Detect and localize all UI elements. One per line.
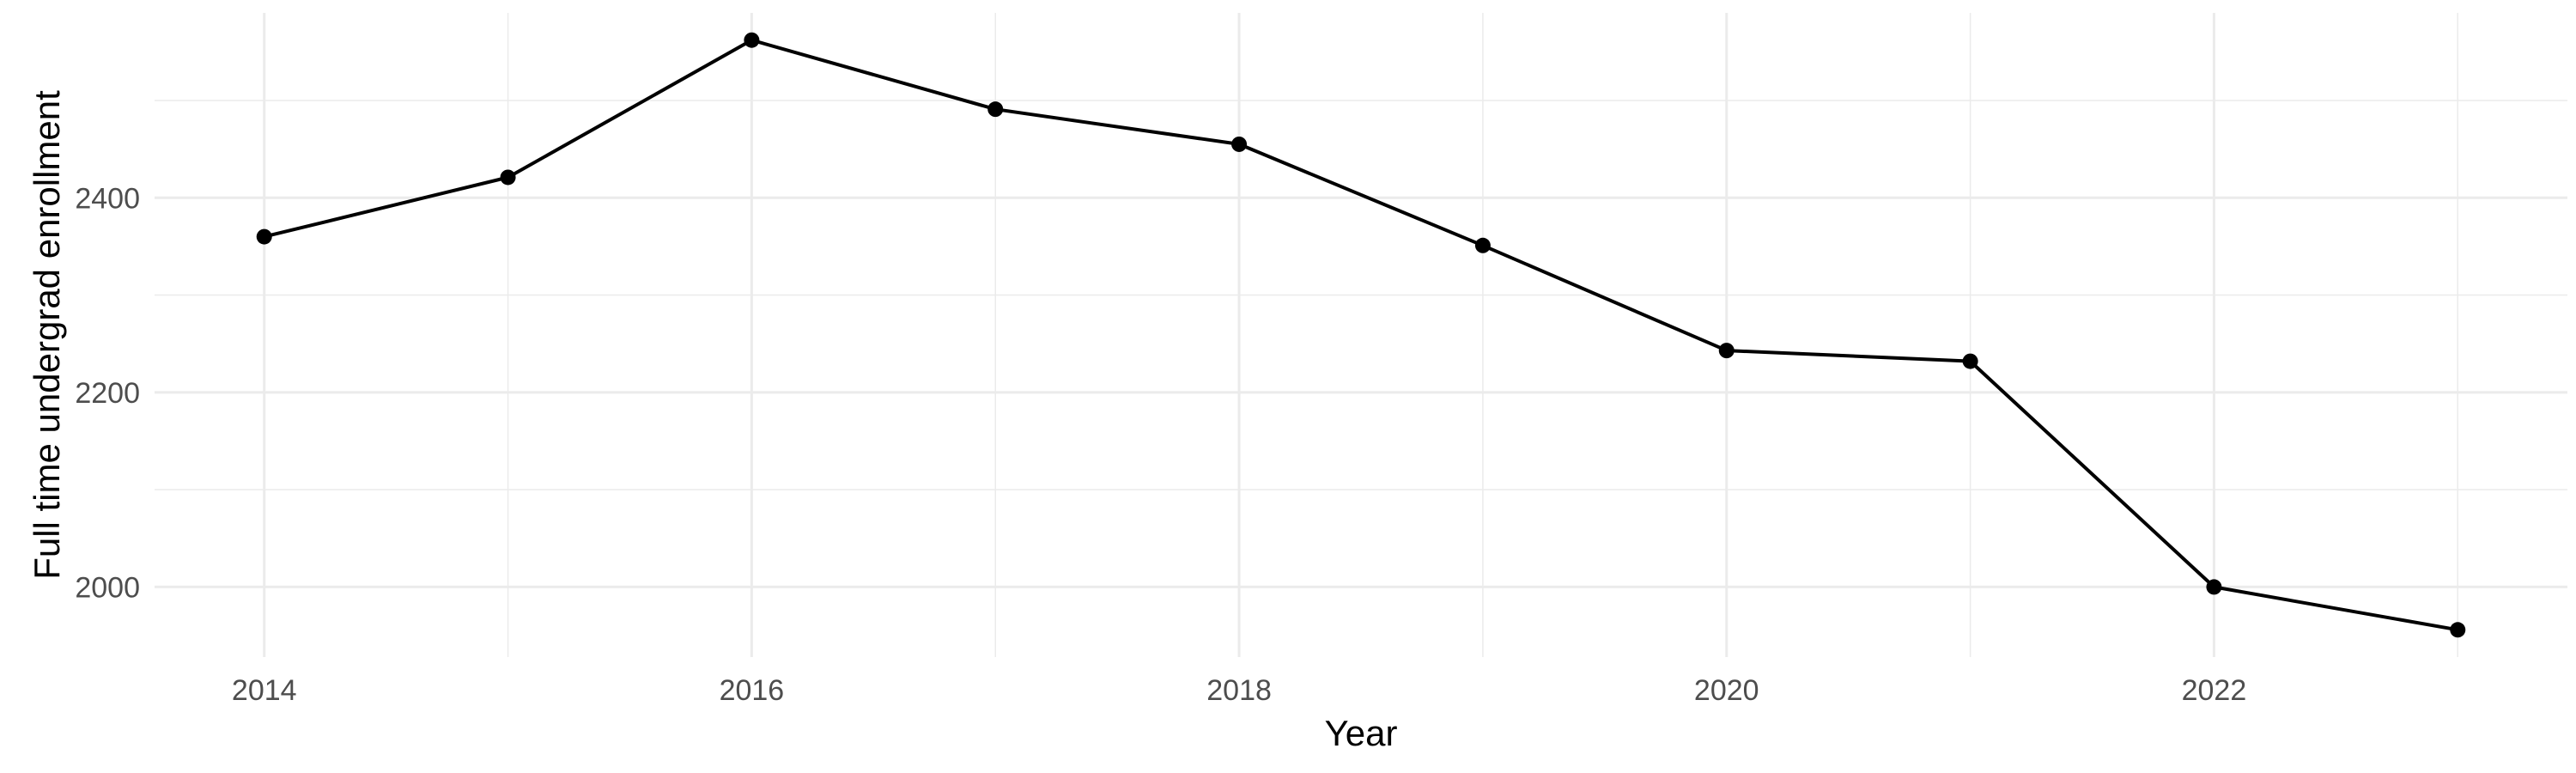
y-axis-title: Full time undergrad enrollment: [27, 90, 67, 580]
data-point: [500, 169, 516, 186]
y-tick-label: 2400: [75, 182, 140, 215]
x-tick-label: 2014: [232, 674, 297, 707]
x-tick-label: 2022: [2182, 674, 2247, 707]
data-point: [2450, 622, 2466, 638]
y-tick-label: 2000: [75, 571, 140, 604]
x-axis-title: Year: [1325, 713, 1398, 753]
data-point: [256, 228, 272, 245]
data-point: [1474, 237, 1491, 253]
data-point: [1962, 353, 1978, 369]
series-line: [264, 38, 2458, 632]
data-point: [744, 32, 760, 48]
series-layer: [264, 38, 2458, 632]
x-axis-tick-labels: 2014 2016 2018 2020 2022: [232, 674, 2246, 707]
data-points: [256, 32, 2466, 638]
data-point: [1718, 343, 1735, 359]
data-point: [1231, 136, 1248, 152]
grid-lines: [155, 13, 2567, 657]
x-tick-label: 2020: [1694, 674, 1759, 707]
x-tick-label: 2018: [1206, 674, 1272, 707]
y-tick-label: 2200: [75, 377, 140, 410]
y-axis-tick-labels: 2000 2200 2400: [75, 182, 140, 604]
data-point: [987, 101, 1004, 118]
data-point: [2206, 579, 2222, 595]
x-tick-label: 2016: [720, 674, 785, 707]
